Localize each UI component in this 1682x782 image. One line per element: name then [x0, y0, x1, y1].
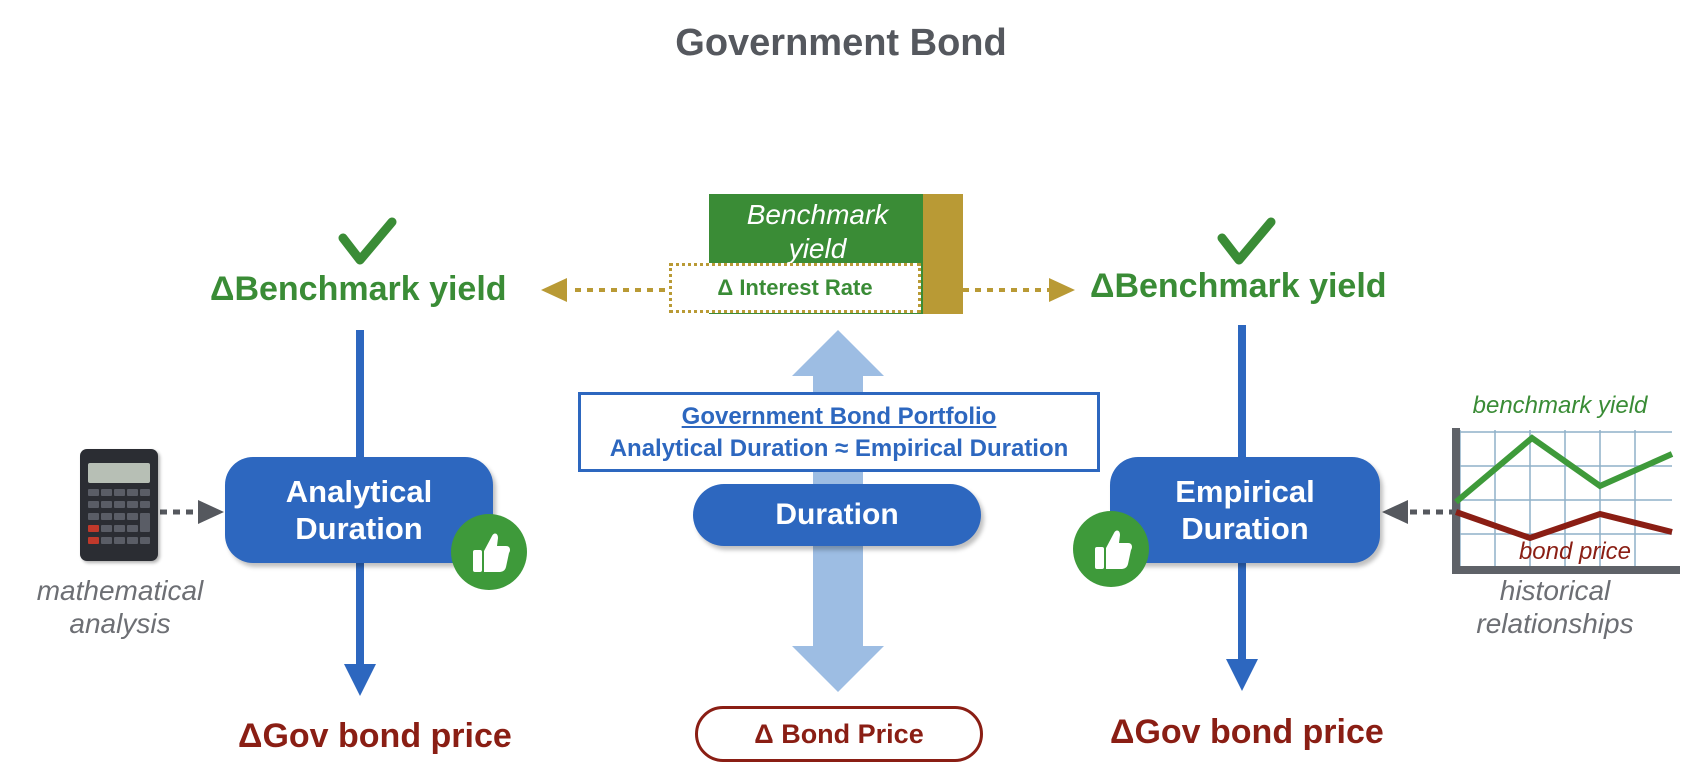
line-chart-icon — [1452, 428, 1680, 574]
grey-arrow-head-right — [1382, 500, 1408, 524]
right-arrow-head — [1226, 659, 1258, 691]
portfolio-subtitle: Analytical Duration ≈ Empirical Duration — [609, 435, 1069, 462]
right-benchmark-yield-heading: ΔBenchmark yield — [1090, 267, 1387, 305]
bond-price-box: Δ Bond Price — [695, 706, 983, 762]
thumbs-up-icon — [451, 514, 527, 590]
check-icon — [1217, 217, 1276, 265]
benchmark-yield-label: Benchmark yield — [746, 199, 889, 264]
thumbs-up-icon — [1073, 511, 1149, 587]
grey-arrow-head-left — [198, 500, 224, 524]
page-title: Government Bond — [675, 22, 1007, 64]
portfolio-box: Government Bond Portfolio Analytical Dur… — [578, 392, 1100, 472]
mathematical-analysis-caption: mathematical analysis — [36, 575, 204, 639]
benchmark-gold-band — [923, 194, 963, 314]
duration-pill: Duration — [693, 484, 981, 546]
analytical-duration-pill: Analytical Duration — [225, 457, 493, 563]
empirical-duration-label: Empirical Duration — [1175, 474, 1315, 546]
calculator-icon — [80, 449, 158, 561]
chart-yield-line — [1454, 434, 1674, 505]
historical-relationships-caption: historical relationships — [1476, 575, 1634, 639]
left-arrow-head — [344, 664, 376, 696]
left-gov-bond-price: ΔGov bond price — [238, 717, 512, 755]
portfolio-title: Government Bond Portfolio — [681, 403, 997, 430]
gold-arrow-head-left — [541, 278, 567, 302]
left-benchmark-yield-heading: ΔBenchmark yield — [210, 270, 507, 308]
empirical-duration-pill: Empirical Duration — [1110, 457, 1380, 563]
gold-arrow-head-right — [1049, 278, 1075, 302]
interest-rate-box: Δ Interest Rate — [669, 263, 921, 313]
right-gov-bond-price: ΔGov bond price — [1110, 713, 1384, 751]
chart-price-line — [1455, 509, 1673, 542]
analytical-duration-label: Analytical Duration — [285, 474, 433, 546]
check-icon — [338, 217, 397, 265]
chart-label-benchmark-yield: benchmark yield — [1472, 392, 1648, 419]
chart-label-bond-price: bond price — [1518, 538, 1632, 565]
